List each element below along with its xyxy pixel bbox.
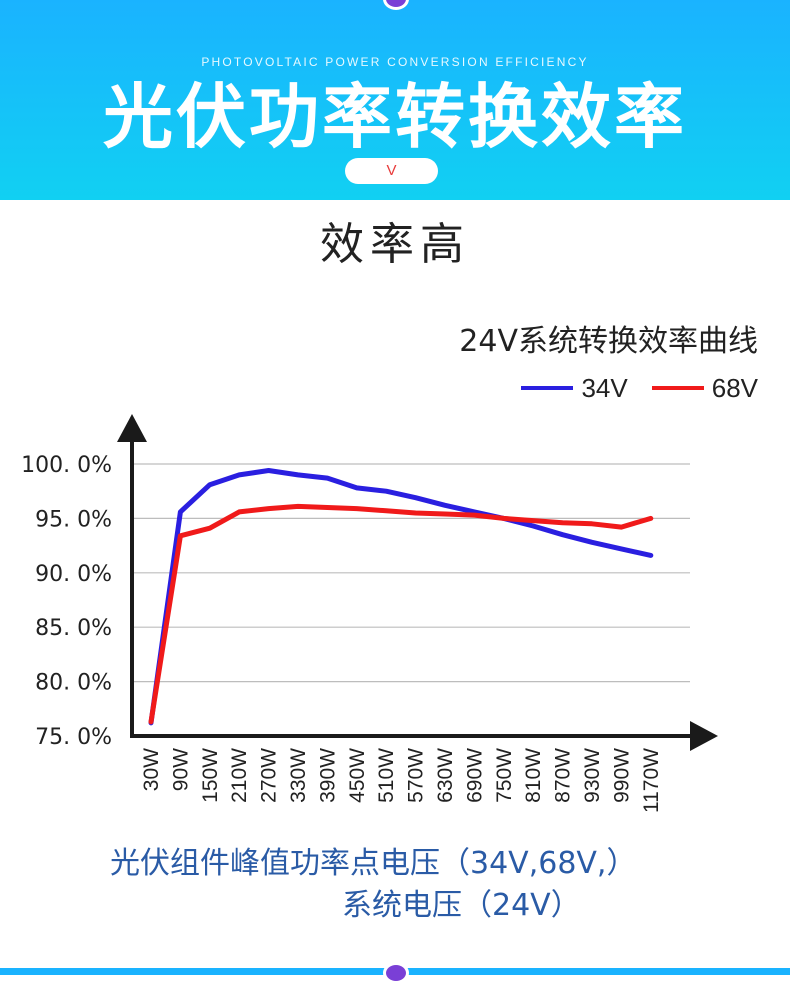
footer-system-voltage: 系统电压（24V）	[342, 888, 581, 923]
x-tick-label: 930W	[581, 748, 604, 803]
x-tick-label: 810W	[522, 748, 545, 803]
legend-label-68v: 68V	[711, 372, 758, 403]
x-tick-label: 510W	[375, 748, 398, 803]
x-tick-label: 270W	[258, 748, 281, 803]
legend-swatch-34v	[521, 386, 574, 390]
x-tick-label: 1170W	[640, 748, 663, 813]
legend-label-34v: 34V	[581, 372, 628, 403]
x-tick-label: 90W	[169, 748, 192, 791]
y-tick-label: 85. 0%	[35, 616, 112, 641]
legend-swatch-68v	[651, 386, 704, 390]
y-tick-label: 75. 0%	[35, 725, 112, 750]
x-tick-label: 30W	[140, 748, 163, 791]
x-tick-label: 990W	[610, 748, 633, 803]
series-line-68v	[148, 503, 654, 725]
x-tick-label: 150W	[199, 748, 222, 803]
y-tick-label: 80. 0%	[35, 671, 112, 696]
x-tick-label: 630W	[434, 748, 457, 803]
top-decoration-dot	[383, 0, 409, 10]
chart-legend: 34V 68V	[507, 372, 758, 404]
x-tick-label: 210W	[228, 748, 251, 803]
header-subtitle: PHOTOVOLTAIC POWER CONVERSION EFFICIENCY	[201, 55, 589, 69]
x-tick-label: 570W	[405, 748, 428, 803]
x-axis-arrow	[690, 721, 718, 751]
y-tick-label: 100. 0%	[21, 453, 112, 478]
x-tick-label: 450W	[346, 748, 369, 803]
x-tick-label: 390W	[316, 748, 339, 803]
efficiency-chart: 100. 0% 95. 0% 90. 0% 85. 0% 80. 0% 75. 0% 30…	[21, 414, 718, 813]
x-tick-label: 330W	[287, 748, 310, 803]
y-tick-label: 90. 0%	[35, 562, 112, 587]
header-banner: PHOTOVOLTAIC POWER CONVERSION EFFICIENCY…	[0, 0, 790, 200]
footer-voltage-note: 光伏组件峰值功率点电压（34V,68V,）	[110, 846, 637, 881]
bottom-decoration-dot	[383, 962, 409, 984]
y-axis-arrow	[117, 414, 147, 442]
series-line-34v	[148, 468, 654, 726]
chart-title: 24V系统转换效率曲线	[459, 324, 758, 359]
y-tick-label: 95. 0%	[35, 507, 112, 532]
header-title: 光伏功率转换效率	[103, 76, 687, 158]
x-tick-label: 690W	[463, 748, 486, 803]
x-tick-label: 750W	[493, 748, 516, 803]
header-pill: V	[345, 158, 438, 184]
x-tick-label: 870W	[552, 748, 575, 803]
section-title: 效率高	[320, 219, 470, 270]
